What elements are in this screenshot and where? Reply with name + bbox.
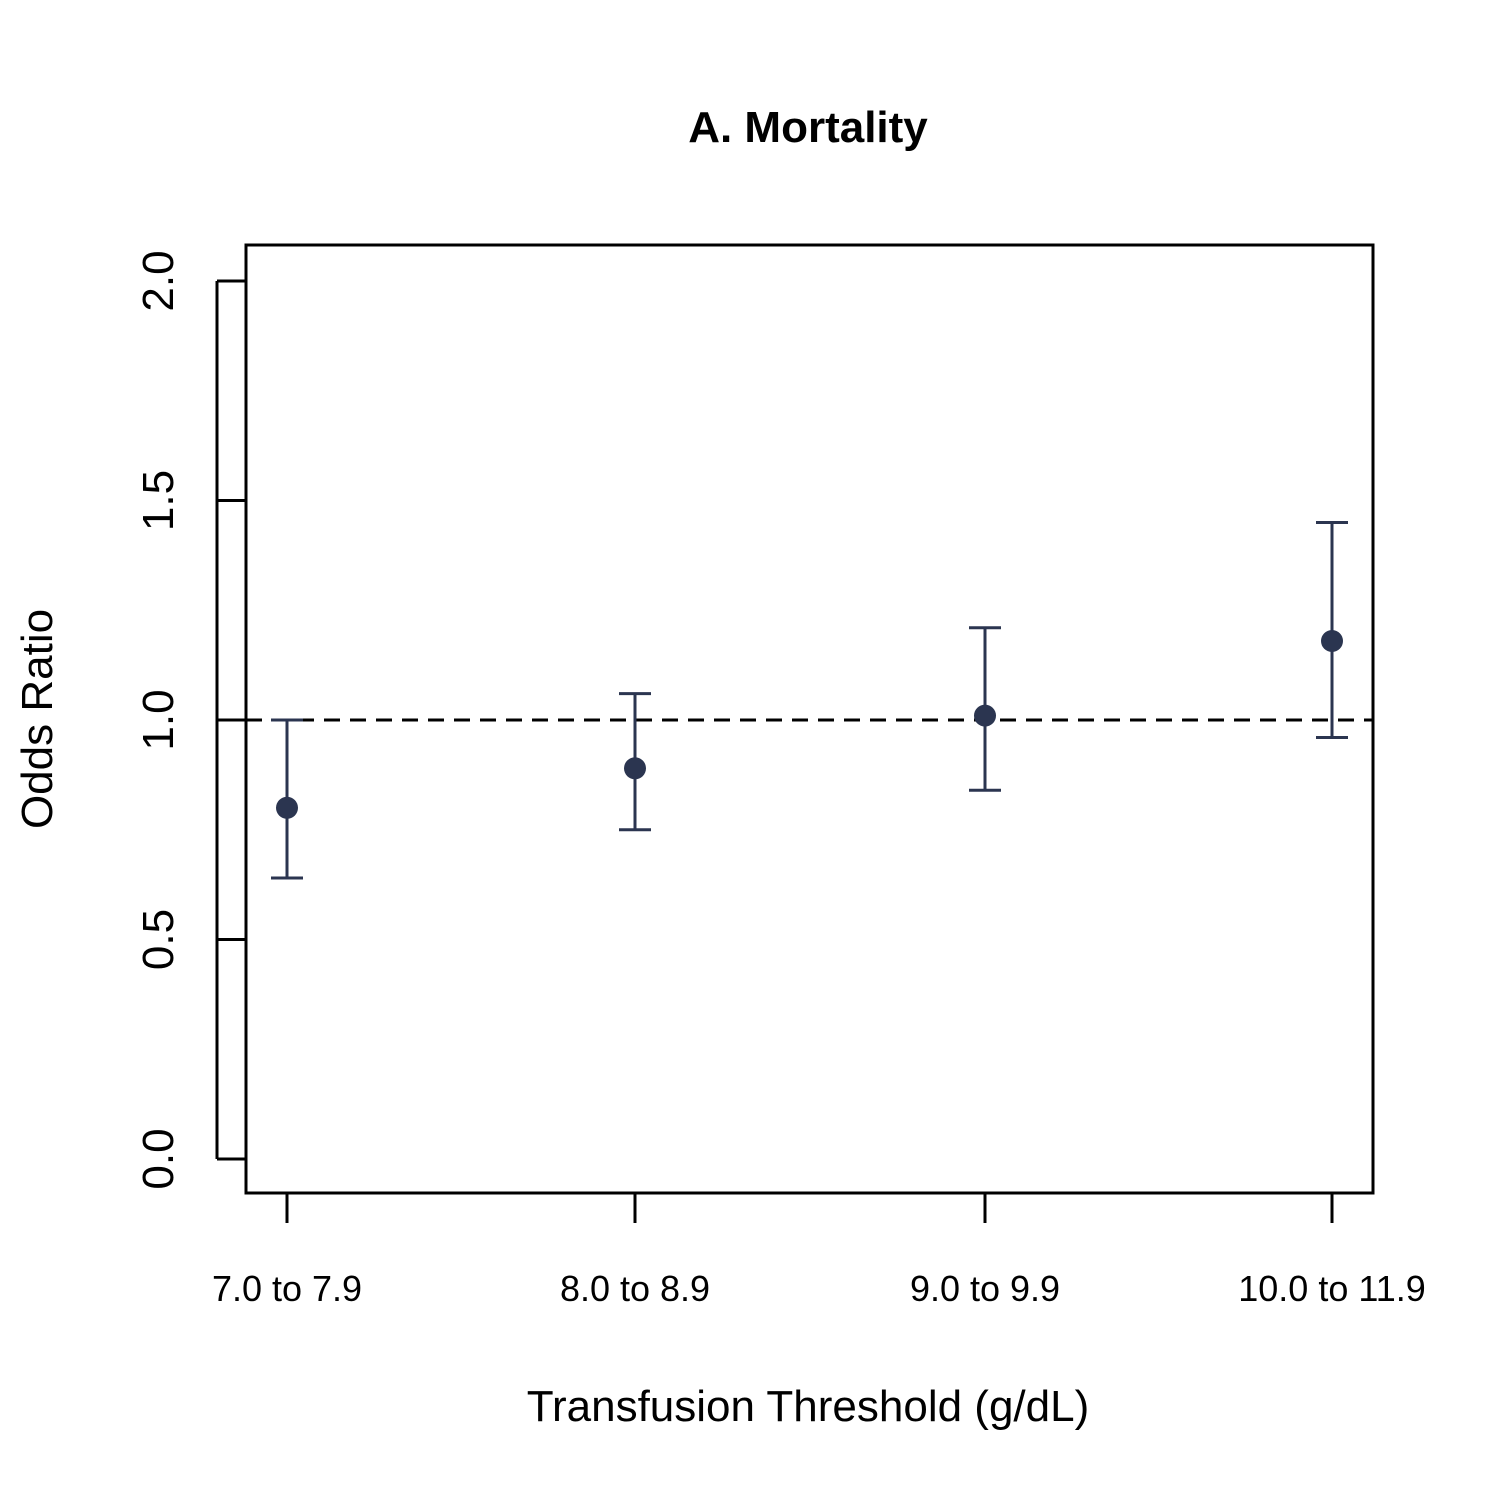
- x-tick-label: 10.0 to 11.9: [1238, 1268, 1426, 1309]
- x-tick-label: 7.0 to 7.9: [212, 1268, 362, 1309]
- data-marks: [271, 520, 1348, 880]
- y-tick-label: 0.0: [134, 1128, 183, 1189]
- x-tick-label: 9.0 to 9.9: [910, 1268, 1060, 1309]
- data-point: [1321, 629, 1343, 652]
- data-point: [974, 704, 996, 727]
- y-tick-label: 0.5: [134, 909, 183, 970]
- data-point: [624, 757, 646, 780]
- y-axis: 0.0 0.5 1.0 1.5 2.0: [134, 250, 246, 1190]
- y-axis-label: Odds Ratio: [13, 609, 62, 829]
- x-axis: 7.0 to 7.9 8.0 to 8.9 9.0 to 9.9 10.0 to 11…: [212, 1193, 1426, 1309]
- y-tick-label: 1.0: [134, 689, 183, 750]
- data-point: [276, 796, 298, 819]
- x-tick-label: 8.0 to 8.9: [560, 1268, 710, 1309]
- chart-title: A. Mortality: [688, 103, 928, 152]
- y-tick-label: 1.5: [134, 470, 183, 531]
- y-tick-label: 2.0: [134, 250, 183, 311]
- x-axis-label: Transfusion Threshold (g/dL): [527, 1382, 1090, 1431]
